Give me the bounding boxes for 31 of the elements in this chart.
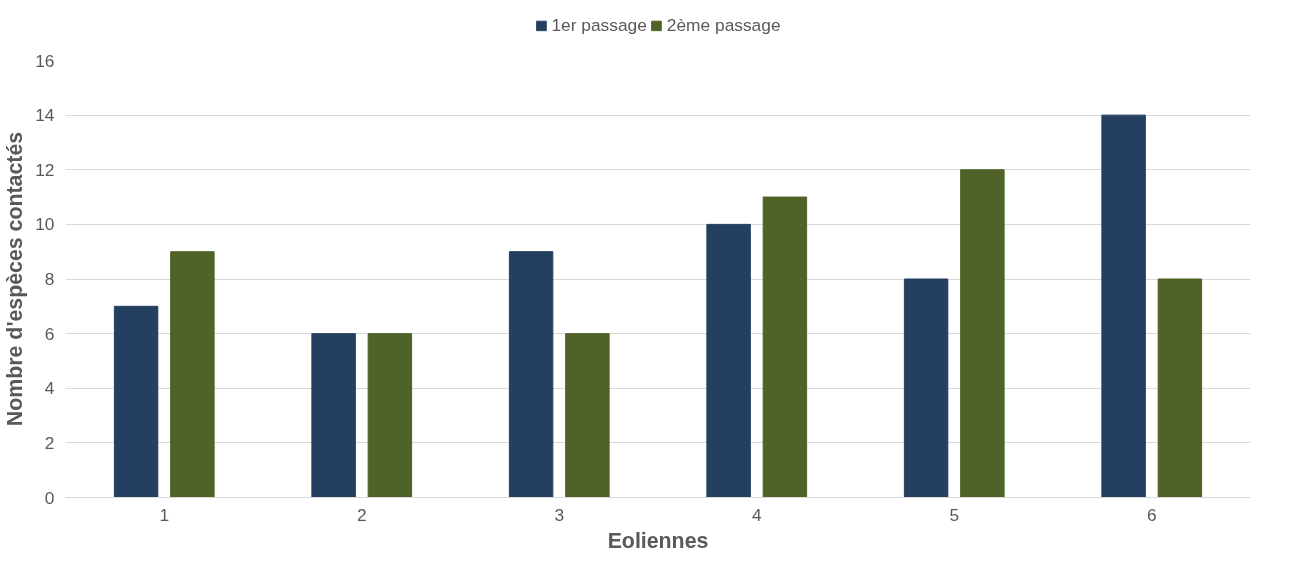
bar (1157, 278, 1203, 498)
bar (170, 251, 215, 498)
x-tick-label: 3 (554, 504, 565, 525)
y-axis-title: Nombre d'espèces contactés (3, 131, 28, 427)
y-tick-label: 10 (35, 214, 55, 235)
y-tick-label: 6 (44, 323, 55, 344)
legend-label: 2ème passage (666, 14, 781, 36)
bar (960, 169, 1005, 498)
bar (706, 223, 751, 498)
x-tick-label: 6 (1146, 504, 1157, 525)
bar (903, 278, 949, 498)
x-tick-label: 1 (159, 504, 170, 525)
bar (311, 333, 356, 498)
bar (762, 196, 808, 498)
y-tick-label: 12 (35, 159, 55, 180)
bar (367, 333, 413, 498)
y-tick-label: 2 (44, 432, 55, 453)
bar (113, 305, 159, 498)
y-tick-label: 14 (35, 105, 55, 126)
y-tick-label: 8 (44, 269, 55, 289)
bar (565, 333, 610, 498)
x-tick-label: 5 (949, 504, 960, 525)
x-tick-label: 2 (356, 504, 367, 525)
y-tick-label: 0 (44, 487, 55, 508)
bar (1101, 114, 1146, 498)
x-axis-title: Eoliennes (607, 528, 709, 553)
bar (508, 251, 554, 498)
y-tick-label: 4 (44, 378, 55, 399)
y-tick-label: 16 (35, 50, 55, 71)
x-tick-label: 4 (751, 504, 762, 525)
legend-label: 1er passage (551, 14, 647, 36)
